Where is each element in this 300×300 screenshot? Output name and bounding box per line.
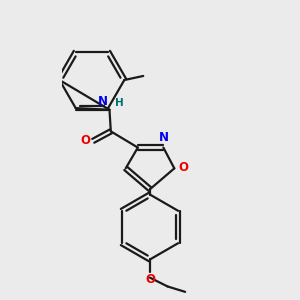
Text: N: N (159, 131, 169, 144)
Text: O: O (145, 273, 155, 286)
Text: N: N (98, 95, 108, 108)
Text: H: H (115, 98, 124, 108)
Text: O: O (81, 134, 91, 147)
Text: O: O (178, 161, 188, 174)
